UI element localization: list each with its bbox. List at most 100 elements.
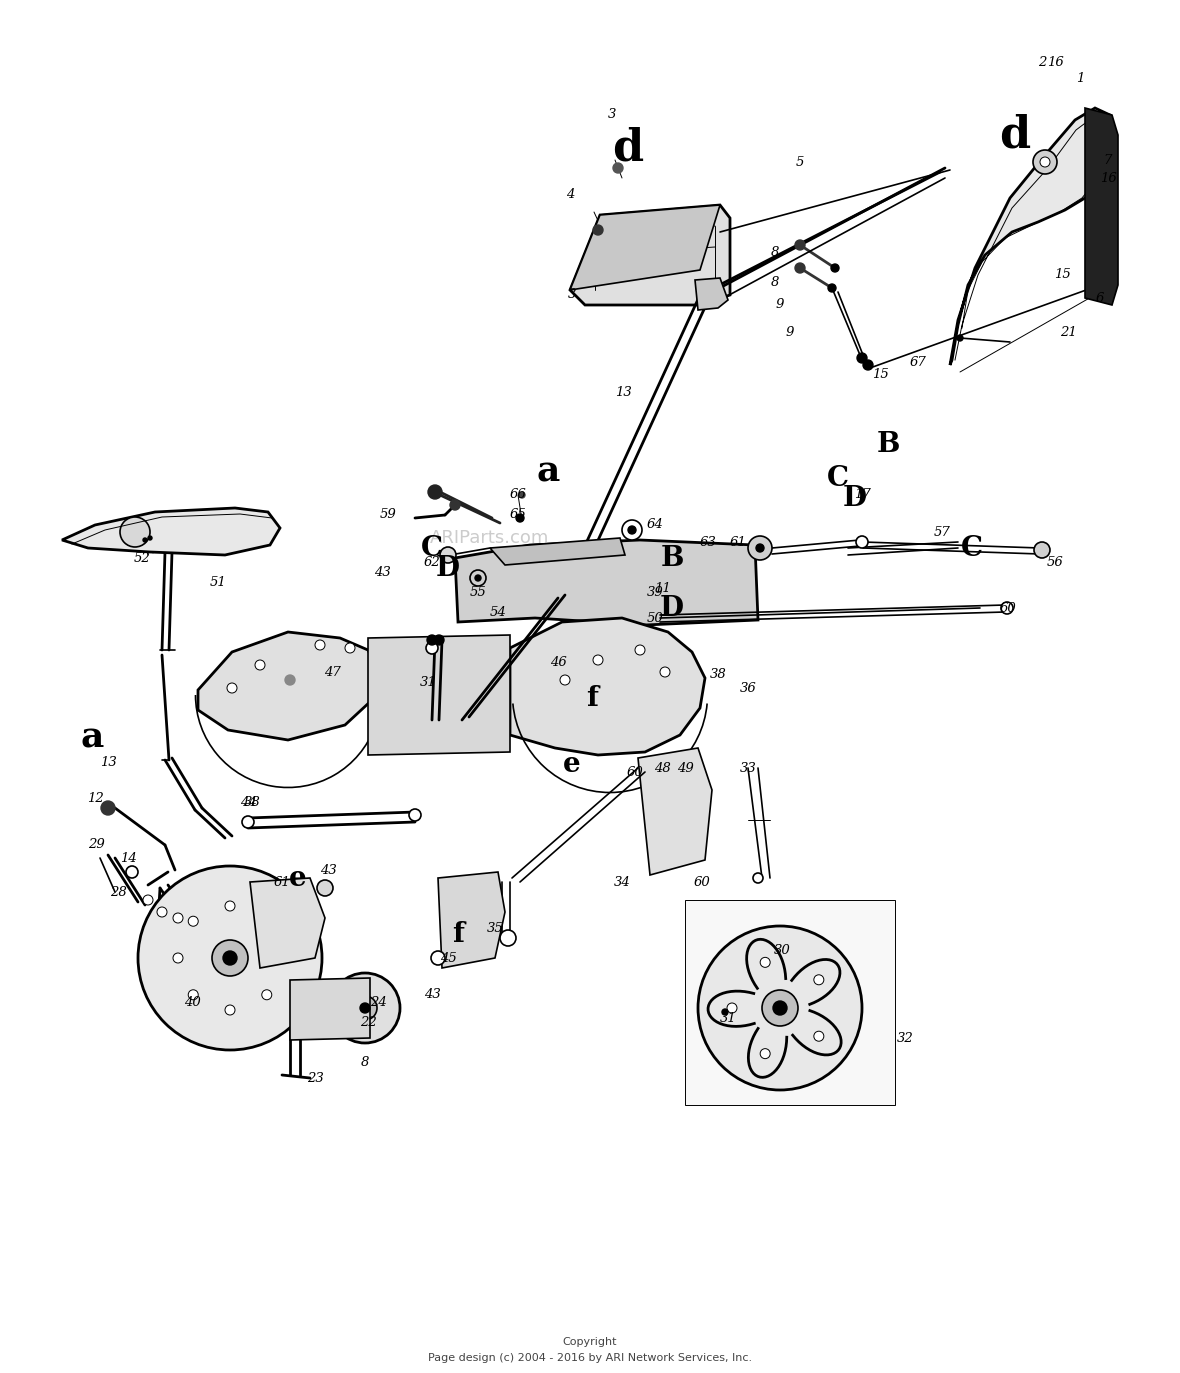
- Text: 23: 23: [307, 1071, 323, 1085]
- Text: 2: 2: [1038, 56, 1047, 70]
- Circle shape: [831, 264, 839, 272]
- Text: 32: 32: [897, 1031, 913, 1045]
- Circle shape: [470, 570, 486, 586]
- Circle shape: [262, 916, 271, 927]
- Text: 60: 60: [627, 766, 643, 778]
- Circle shape: [255, 660, 266, 670]
- Circle shape: [727, 1004, 738, 1013]
- Circle shape: [500, 930, 516, 946]
- Circle shape: [353, 995, 376, 1020]
- Circle shape: [828, 284, 835, 292]
- Polygon shape: [490, 538, 625, 566]
- Text: 34: 34: [614, 876, 630, 888]
- Circle shape: [173, 913, 183, 923]
- Circle shape: [315, 640, 324, 649]
- Polygon shape: [950, 108, 1110, 365]
- Polygon shape: [510, 618, 704, 755]
- Circle shape: [660, 667, 670, 677]
- Circle shape: [225, 901, 235, 912]
- Text: 55: 55: [470, 585, 486, 599]
- Text: 1: 1: [1076, 71, 1084, 85]
- Circle shape: [594, 655, 603, 665]
- Circle shape: [1032, 150, 1057, 174]
- Circle shape: [126, 866, 138, 877]
- Circle shape: [814, 975, 824, 984]
- Circle shape: [762, 990, 798, 1026]
- Polygon shape: [250, 877, 324, 968]
- Circle shape: [227, 682, 237, 693]
- Circle shape: [450, 500, 460, 509]
- Circle shape: [173, 953, 183, 962]
- Polygon shape: [63, 508, 280, 555]
- Circle shape: [1040, 157, 1050, 168]
- Circle shape: [635, 645, 645, 655]
- Polygon shape: [570, 205, 730, 305]
- Polygon shape: [638, 748, 712, 875]
- Text: 31: 31: [420, 676, 437, 688]
- Polygon shape: [198, 632, 378, 740]
- Text: 5: 5: [795, 155, 805, 169]
- Circle shape: [594, 225, 603, 235]
- Text: D: D: [843, 485, 867, 512]
- Text: 51: 51: [210, 575, 227, 589]
- Circle shape: [1034, 542, 1050, 557]
- Text: d: d: [999, 114, 1030, 157]
- Circle shape: [434, 634, 444, 645]
- Text: 8: 8: [361, 1056, 369, 1068]
- Text: 24: 24: [369, 995, 386, 1009]
- Polygon shape: [570, 205, 720, 290]
- Circle shape: [143, 895, 153, 905]
- Text: C: C: [421, 534, 442, 562]
- Text: 61: 61: [274, 876, 290, 888]
- Circle shape: [157, 908, 168, 917]
- Polygon shape: [695, 277, 728, 310]
- Text: 43: 43: [374, 566, 391, 578]
- Circle shape: [426, 643, 438, 654]
- Circle shape: [795, 264, 805, 273]
- Text: 6: 6: [1096, 291, 1104, 305]
- Text: C: C: [827, 464, 848, 492]
- Text: 59: 59: [380, 508, 396, 522]
- Circle shape: [699, 925, 863, 1090]
- Text: e: e: [563, 751, 581, 778]
- Circle shape: [431, 951, 445, 965]
- Text: 67: 67: [910, 356, 926, 368]
- Text: e: e: [289, 865, 307, 891]
- Text: 3: 3: [608, 108, 616, 121]
- Text: 38: 38: [243, 795, 261, 809]
- Circle shape: [277, 897, 293, 913]
- Circle shape: [476, 575, 481, 581]
- Circle shape: [242, 816, 254, 828]
- Text: 44: 44: [240, 795, 256, 809]
- Circle shape: [748, 535, 772, 560]
- Circle shape: [857, 353, 867, 362]
- Text: 39: 39: [647, 585, 663, 599]
- Circle shape: [330, 973, 400, 1043]
- Text: 54: 54: [490, 605, 506, 618]
- Circle shape: [189, 990, 198, 1000]
- Text: 45: 45: [440, 951, 457, 964]
- Text: 29: 29: [87, 839, 104, 851]
- Text: 16: 16: [1100, 172, 1116, 184]
- Text: 15: 15: [1054, 269, 1070, 281]
- Text: d: d: [612, 126, 643, 169]
- Circle shape: [120, 518, 150, 546]
- Text: 62: 62: [424, 556, 440, 568]
- Text: f: f: [586, 685, 598, 711]
- Text: C: C: [961, 534, 983, 562]
- Text: 3: 3: [568, 288, 576, 302]
- Text: 30: 30: [774, 943, 791, 957]
- Text: 64: 64: [647, 519, 663, 531]
- Text: 49: 49: [676, 762, 694, 774]
- Text: 17: 17: [853, 489, 871, 501]
- Text: 31: 31: [720, 1012, 736, 1024]
- Circle shape: [863, 360, 873, 369]
- Text: 38: 38: [709, 669, 727, 681]
- Circle shape: [1001, 601, 1012, 614]
- Circle shape: [440, 546, 455, 563]
- Text: 4: 4: [566, 188, 575, 202]
- Circle shape: [138, 866, 322, 1050]
- Circle shape: [760, 1049, 771, 1059]
- Circle shape: [101, 800, 114, 816]
- Circle shape: [622, 520, 642, 540]
